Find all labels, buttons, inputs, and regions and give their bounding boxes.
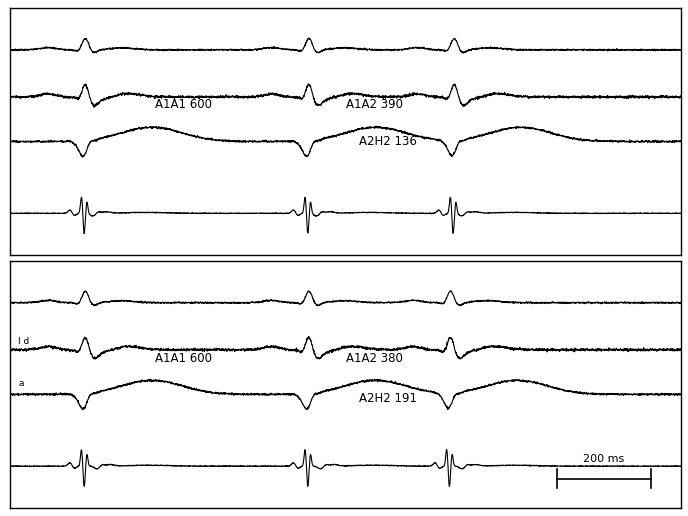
Text: A1A1 600: A1A1 600	[155, 98, 211, 111]
Text: A1A2 380: A1A2 380	[345, 352, 402, 365]
Text: A1A1 600: A1A1 600	[155, 352, 211, 365]
Text: I d: I d	[19, 336, 30, 346]
Text: A2H2 191: A2H2 191	[359, 392, 417, 405]
Text: A2H2 136: A2H2 136	[359, 135, 417, 148]
Text: a: a	[19, 379, 24, 388]
Text: A1A2 390: A1A2 390	[345, 98, 402, 111]
Text: 200 ms: 200 ms	[583, 454, 625, 464]
